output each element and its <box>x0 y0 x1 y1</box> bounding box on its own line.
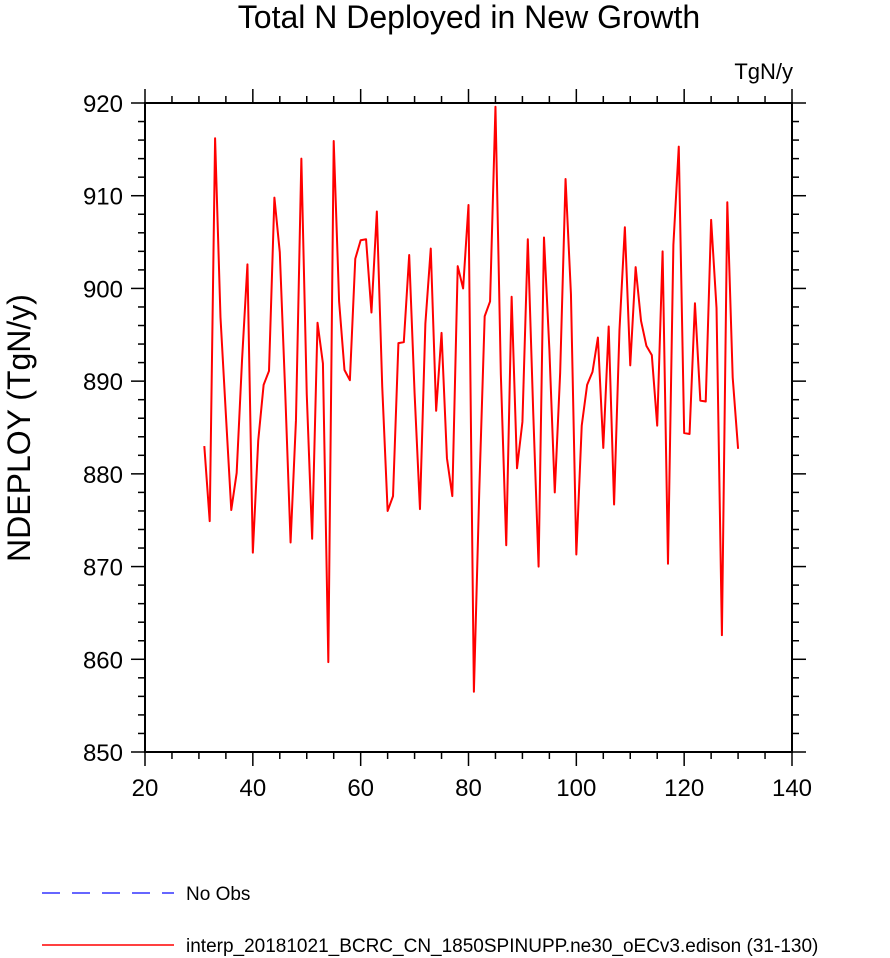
units-label: TgN/y <box>734 59 793 84</box>
y-tick-label: 880 <box>83 462 123 489</box>
chart-title: Total N Deployed in New Growth <box>238 0 700 35</box>
legend: No Obs interp_20181021_BCRC_CN_1850SPINUP… <box>42 884 818 957</box>
y-tick-label: 900 <box>83 276 123 303</box>
x-tick-label: 40 <box>239 775 266 802</box>
x-tick-label: 100 <box>556 775 596 802</box>
legend-label-0: No Obs <box>186 884 250 905</box>
y-tick-label: 870 <box>83 555 123 582</box>
series-line-1 <box>203 105 740 693</box>
y-tick-label: 910 <box>83 184 123 211</box>
legend-label-1: interp_20181021_BCRC_CN_1850SPINUPP.ne30… <box>186 936 818 957</box>
series-layer <box>203 105 740 693</box>
y-tick-label: 860 <box>83 647 123 674</box>
axes: 20 40 60 80 100 120 140 850 860 870 880 890 900 910 92… <box>83 89 812 802</box>
y-tick-label: 850 <box>83 740 123 767</box>
y-tick-label: 920 <box>83 91 123 118</box>
plot-frame <box>144 102 793 753</box>
y-tick-label: 890 <box>83 369 123 396</box>
x-tick-label: 140 <box>772 775 812 802</box>
x-tick-label: 80 <box>455 775 482 802</box>
x-tick-label: 20 <box>132 775 159 802</box>
x-tick-label: 120 <box>664 775 704 802</box>
y-axis-label: NDEPLOY (TgN/y) <box>1 294 37 562</box>
x-tick-label: 60 <box>347 775 374 802</box>
